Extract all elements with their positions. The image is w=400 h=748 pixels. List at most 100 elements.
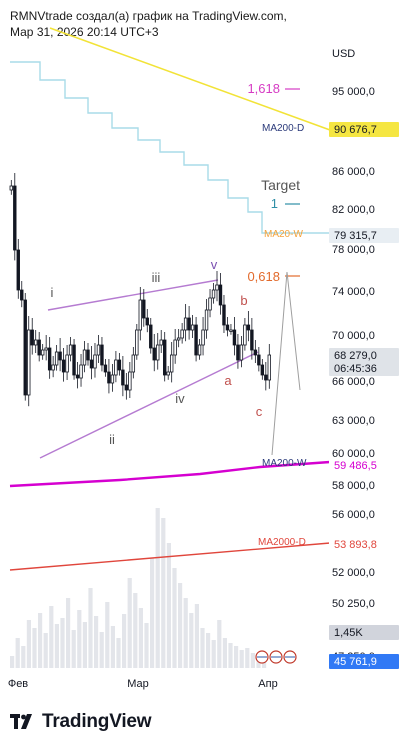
candle-body [142,299,146,319]
volume-bar [133,593,138,668]
volume-bar [155,508,160,668]
volume-bar [110,626,115,668]
price-tick-label: 82 000,0 [332,204,375,216]
candle-body [65,354,69,373]
price-tick-label: 63 000,0 [332,415,375,427]
candle-body [20,289,24,301]
candle-body [173,339,177,356]
volume-bar [77,610,82,668]
candle-body [152,347,156,361]
volume-bar [161,518,166,668]
volume-bar [234,646,239,668]
ma200w-label: MA200-W [262,458,307,469]
candle-body [131,354,136,373]
tradingview-logo-icon [10,714,32,729]
volume-bar [122,614,127,668]
candle-body [156,344,160,361]
brand-name: TradingView [42,711,152,732]
candle-body [243,324,247,346]
candle-body [93,354,97,369]
candle-body [264,374,268,381]
last-price-tag-bg [329,348,399,376]
candle-body [103,364,108,373]
ma200d-price-tag: 90 676,7 [334,124,377,136]
candle-body [27,329,31,396]
candle-body [34,339,38,346]
volume-bar [94,616,99,668]
chart-header: RMNVtrade создал(а) график на TradingVie… [10,8,340,40]
volume-bar [138,608,143,668]
candle-body [208,297,212,311]
target-label: Target [261,177,300,193]
candle-body [215,284,219,291]
volume-bar [183,598,188,668]
price-tick-label: 66 000,0 [332,376,375,388]
candle-body [183,317,188,331]
candle-body [169,354,174,373]
volume-bar [10,656,15,668]
price-tick-label: 95 000,0 [332,86,375,98]
candle-body [16,249,20,291]
volume-bar [245,648,250,668]
projection-path [271,271,301,456]
candle-body [166,371,170,376]
candle-body [51,364,55,371]
candle-body [13,185,17,251]
time-tick-label: Фев [8,678,28,690]
wave-label-iii: iii [152,270,161,285]
wave-label-c: c [256,404,263,419]
wave-label-a: a [224,373,232,388]
candle-body [117,359,122,371]
brand: TradingView [10,708,152,736]
candle-body [236,344,240,361]
volume-bar [66,598,71,668]
candle-body [107,371,111,384]
low-price-tag: 45 761,9 [334,656,377,668]
volume-bar [15,638,20,668]
candle-body [44,347,48,351]
candle-body [257,354,261,366]
last-price-tag: 68 279,0 [334,350,377,362]
price-tick-label: 78 000,0 [332,244,375,256]
candle-body [239,344,244,361]
ma20w-price-tag-bg [329,228,399,243]
volume-bar [32,628,37,668]
volume-bar [43,633,48,668]
volume-bar [172,568,177,668]
volume-bar [228,643,233,668]
fib-1618-label: 1,618 [247,81,280,96]
ma2000d-label: MA2000-D [258,537,306,548]
candle-body [197,344,202,356]
candle-body [61,359,66,373]
candle-body [163,339,167,376]
candle-body [201,329,205,346]
candle-body [30,329,34,346]
candle-body [114,359,118,376]
wedge-lower-line [39,351,259,459]
candle-body [124,384,129,391]
ma200w-price-tag-bg [329,458,399,473]
ma200d-label: MA200-D [262,123,304,134]
price-tick-label: 70 000,0 [332,330,375,342]
candle-body [138,299,142,331]
candle-body [229,329,233,332]
time-tick-label: Мар [127,678,149,690]
volume-bar [189,613,194,668]
author-line: RMNVtrade создал(а) график на TradingVie… [10,9,287,23]
price-tick-label: 50 250,0 [332,598,375,610]
volume-bar [127,578,132,668]
candle-body [72,344,76,376]
volume-tag: 1,45K [334,627,363,639]
candle-body [121,369,125,386]
candle-body [187,317,191,331]
candle-body [9,185,13,191]
candle-body [194,324,198,356]
candle-body [180,329,184,339]
wave-label-iv: iv [175,391,185,406]
candle-body [145,317,149,326]
price-tick-label: 86 000,0 [332,166,375,178]
fib-1-label: 1 [271,196,278,211]
candle-body [246,324,251,331]
candle-body [96,344,101,356]
